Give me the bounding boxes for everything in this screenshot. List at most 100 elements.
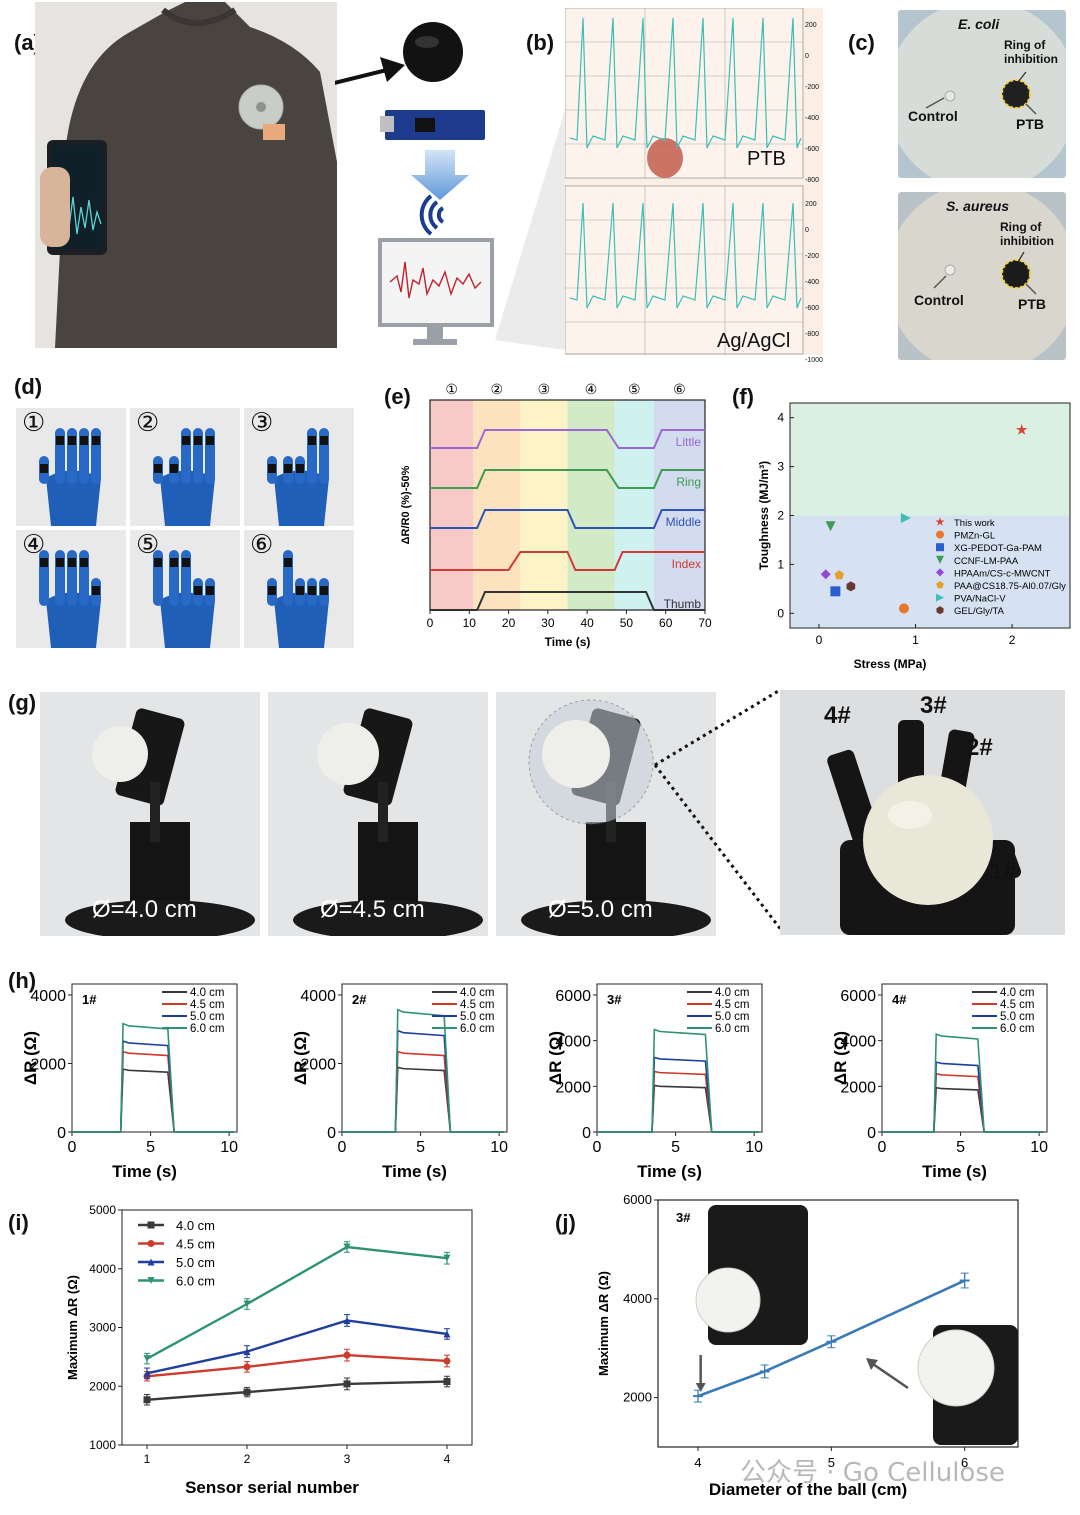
- ecoli-ptb-label: PTB: [1016, 116, 1044, 132]
- series-label: Middle: [666, 515, 702, 529]
- y-tick-label: 4000: [840, 1034, 876, 1051]
- y-tick-label: 2: [777, 509, 784, 523]
- glove-hand-art: [130, 530, 240, 648]
- phase-band: [430, 400, 474, 610]
- y-tick-label: 0: [327, 1125, 336, 1142]
- gesture-photo: ③: [244, 408, 354, 526]
- series-line: [430, 509, 705, 529]
- bg-band: [790, 515, 1070, 628]
- glove-hand-art: [130, 408, 240, 526]
- gesture-grid: ① ② ③ ④ ⑤ ⑥: [16, 408, 356, 648]
- scatter-point: [1016, 423, 1028, 435]
- wearer-illustration: [35, 2, 337, 348]
- robot-hand-art: [780, 690, 1065, 935]
- legend-label: PMZn-GL: [954, 531, 995, 542]
- finger-sensor: [296, 586, 304, 595]
- sensor-tag: 1#: [82, 992, 97, 1007]
- legend-label: PVA/NaCl-V: [954, 594, 1006, 605]
- x-axis-label: Diameter of the ball (cm): [709, 1480, 907, 1499]
- response-subplot: 0 2000 4000 0 5 10 1# 4.0 cm4.5 cm5.0 cm6.0 cm T…: [21, 983, 238, 1181]
- x-tick-label: 10: [463, 616, 477, 630]
- legend-label: 5.0 cm: [1000, 1011, 1035, 1023]
- ecg-traces: [564, 7, 804, 355]
- finger-sensor: [308, 586, 316, 595]
- response-curve: [72, 1068, 234, 1133]
- scatter-point: [900, 512, 911, 523]
- robot-grasp-row: Ø=4.0 cm Ø=4.5 cm Ø=5.0 cm: [40, 692, 716, 936]
- grasp-photo: Ø=4.5 cm: [268, 692, 488, 936]
- legend-label: 4.5 cm: [190, 999, 225, 1011]
- finger-sensor: [68, 558, 76, 567]
- legend-label: 4.0 cm: [460, 987, 495, 999]
- phase-band: [473, 400, 521, 610]
- data-point: [243, 1348, 251, 1356]
- finger-sensor: [206, 436, 214, 445]
- glove-palm: [160, 470, 215, 526]
- x-tick-label: 0: [338, 1139, 347, 1156]
- scatter-point: [830, 586, 841, 597]
- legend-label: 5.0 cm: [715, 1011, 750, 1023]
- plate-saureus: S. aureus Ring of inhibition Control PTB: [898, 192, 1066, 360]
- finger-sensor: [182, 558, 190, 567]
- x-tick-label: 1: [912, 633, 919, 647]
- scatter-point: [820, 569, 831, 580]
- sensor-tag: 2#: [352, 992, 367, 1007]
- ecg-axis-top: 200 0 -200 -400 -600 -800: [805, 22, 820, 184]
- ecg-zoom-wedge: [495, 110, 565, 350]
- data-point: [243, 1363, 251, 1371]
- legend-label: PAA@CS18.75-Al0.07/Gly: [954, 581, 1066, 592]
- y-axis-label: ΔR (Ω): [546, 1031, 565, 1085]
- saureus-ring-label: Ring of inhibition: [1000, 220, 1054, 248]
- ball-diameter-caption: Ø=5.0 cm: [548, 896, 653, 923]
- robot-arm-art: [40, 692, 260, 936]
- series-line: [430, 429, 705, 449]
- y-tick-label: 0: [57, 1125, 66, 1142]
- legend-marker: [936, 555, 944, 564]
- phase-band: [614, 400, 654, 610]
- response-curve: [882, 1033, 1044, 1133]
- x-tick-label: 1: [144, 1452, 151, 1466]
- data-point: [143, 1355, 151, 1363]
- legend-label: 6.0 cm: [1000, 1023, 1035, 1035]
- phase-label: ②: [491, 381, 504, 397]
- response-subplot: 0 2000 4000 6000 0 5 10 4# 4.0 cm4.5 cm5.0 cm6.0…: [831, 983, 1048, 1181]
- legend-marker: [936, 593, 944, 602]
- x-tick-label: 5: [146, 1139, 155, 1156]
- response-curve: [882, 1072, 1044, 1133]
- data-point: [343, 1380, 351, 1388]
- response-curve: [882, 1086, 1044, 1133]
- data-point: [143, 1396, 151, 1404]
- diameter-max-resistance-chart: 2000 4000 6000 4 5 6 3# Diameter of the ball (c…: [596, 1192, 1019, 1499]
- y-tick-label: 6000: [840, 988, 876, 1005]
- y-axis-label: Toughness (MJ/m³): [757, 461, 771, 570]
- plot-frame: [341, 983, 508, 1133]
- legend-label: 4.5 cm: [176, 1237, 215, 1252]
- x-axis-label: Sensor serial number: [185, 1478, 359, 1497]
- scatter-point: [898, 603, 909, 614]
- phase-band: [653, 400, 705, 610]
- ball-diameter-caption: Ø=4.5 cm: [320, 896, 425, 923]
- panel-label-h: (h): [8, 968, 37, 993]
- x-axis-label: Stress (MPa): [854, 657, 927, 671]
- legend-label: 5.0 cm: [190, 1011, 225, 1023]
- legend-label: This work: [954, 518, 995, 529]
- x-tick-label: 10: [745, 1139, 763, 1156]
- legend-label: XG-PEDOT-Ga-PAM: [954, 543, 1042, 554]
- robot-wrist: [378, 782, 388, 842]
- ball: [317, 723, 379, 785]
- response-curve: [597, 1070, 759, 1133]
- legend-label: 4.0 cm: [176, 1218, 215, 1233]
- phase-label: ①: [445, 381, 458, 397]
- pointer-arrowhead: [866, 1358, 878, 1370]
- device-schematic: [335, 22, 494, 345]
- x-axis-label: Time (s): [112, 1162, 177, 1181]
- x-tick-label: 50: [620, 616, 634, 630]
- ecg-label-ptb: PTB: [747, 148, 786, 170]
- legend-label: 6.0 cm: [715, 1023, 750, 1035]
- y-axis-label: Maximum ΔR (Ω): [596, 1271, 611, 1376]
- series-line: [430, 469, 705, 489]
- ball-illustration: [917, 1329, 995, 1407]
- sensor-max-resistance-chart: 1000 2000 3000 4000 5000 1 2 3 4 4.0 cm 4.5 cm 5.0 …: [65, 1203, 473, 1497]
- finger-sensor: [80, 436, 88, 445]
- y-tick-label: 3000: [89, 1321, 116, 1335]
